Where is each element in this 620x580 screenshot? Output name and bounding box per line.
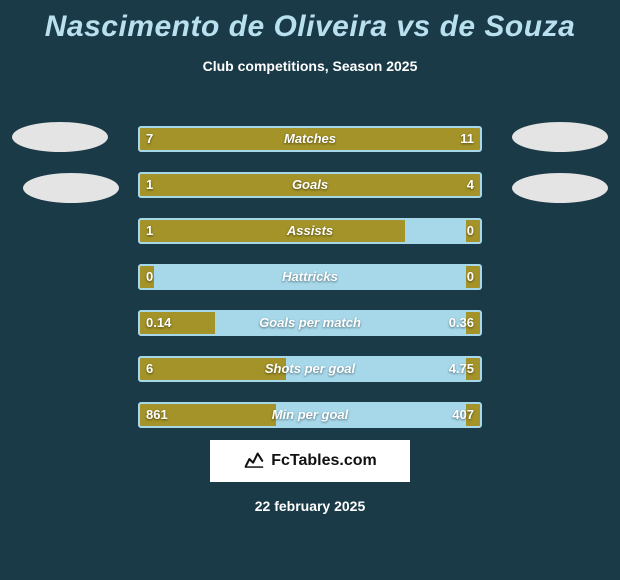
page-subtitle: Club competitions, Season 2025 [0, 58, 620, 74]
page-title: Nascimento de Oliveira vs de Souza [0, 0, 620, 44]
stat-row: 64.75Shots per goal [138, 356, 482, 382]
team-badge-left-1 [12, 122, 108, 152]
metric-label: Hattricks [140, 266, 480, 288]
metric-label: Matches [140, 128, 480, 150]
metric-label: Shots per goal [140, 358, 480, 380]
stat-row: 0.140.36Goals per match [138, 310, 482, 336]
comparison-bars: 711Matches 14Goals 10Assists 00Hattricks 0.1… [138, 126, 482, 448]
team-badge-right-2 [512, 173, 608, 203]
metric-label: Goals per match [140, 312, 480, 334]
stat-row: 861407Min per goal [138, 402, 482, 428]
stat-row: 00Hattricks [138, 264, 482, 290]
brand-icon [243, 448, 265, 475]
stat-row: 10Assists [138, 218, 482, 244]
metric-label: Assists [140, 220, 480, 242]
metric-label: Min per goal [140, 404, 480, 426]
metric-label: Goals [140, 174, 480, 196]
brand-badge: FcTables.com [210, 440, 410, 482]
team-badge-right-1 [512, 122, 608, 152]
team-badge-left-2 [23, 173, 119, 203]
footer-date: 22 february 2025 [0, 498, 620, 514]
stage: Nascimento de Oliveira vs de Souza Club … [0, 0, 620, 580]
brand-label: FcTables.com [271, 452, 377, 470]
stat-row: 14Goals [138, 172, 482, 198]
stat-row: 711Matches [138, 126, 482, 152]
